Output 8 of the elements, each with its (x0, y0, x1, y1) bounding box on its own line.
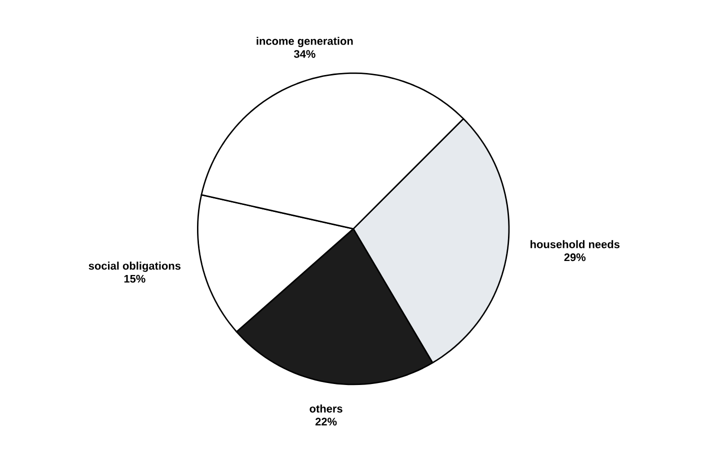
slice-label: household needs (530, 240, 620, 248)
data-label: 34% (294, 50, 316, 58)
slice-label: income generation (256, 36, 353, 48)
slice-label: social obligations (88, 262, 181, 272)
data-label: 22% (315, 418, 337, 426)
data-label: 29% (564, 254, 586, 262)
slice-label: others (310, 404, 342, 413)
data-label: 15% (124, 275, 146, 283)
